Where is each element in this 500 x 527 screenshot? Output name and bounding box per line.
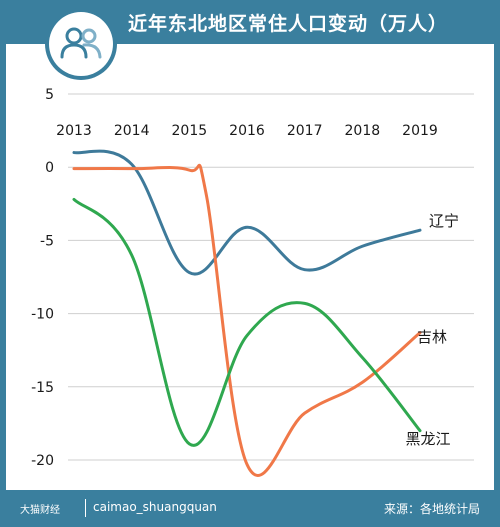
footer-divider bbox=[85, 499, 86, 517]
chart-panel bbox=[6, 44, 494, 490]
brand-logo: 大猫财经 bbox=[20, 505, 60, 516]
series-label: 吉林 bbox=[417, 328, 447, 346]
header-bar: 近年东北地区常住人口变动（万人） bbox=[0, 0, 500, 44]
x-tick-label: 2016 bbox=[229, 123, 265, 139]
y-tick-label: 0 bbox=[45, 160, 54, 176]
y-tick-label: -20 bbox=[31, 453, 54, 469]
account-handle: caimao_shuangquan bbox=[93, 500, 217, 514]
y-tick-label: -5 bbox=[40, 233, 54, 249]
x-tick-label: 2017 bbox=[287, 123, 323, 139]
footer-bar: 大猫财经 caimao_shuangquan 来源：各地统计局 bbox=[0, 490, 500, 527]
jilin-line bbox=[72, 163, 422, 477]
series-label: 黑龙江 bbox=[405, 430, 450, 448]
people-icon bbox=[45, 8, 117, 80]
x-tick-label: 2018 bbox=[345, 123, 381, 139]
heilongjiang-line bbox=[72, 197, 422, 447]
series-label: 辽宁 bbox=[429, 212, 459, 230]
source-note: 来源：各地统计局 bbox=[383, 502, 480, 516]
x-tick-label: 2015 bbox=[172, 123, 208, 139]
y-tick-label: 5 bbox=[45, 87, 54, 103]
chart-title: 近年东北地区常住人口变动（万人） bbox=[128, 13, 449, 35]
x-tick-label: 2013 bbox=[56, 123, 92, 139]
y-tick-label: -15 bbox=[31, 380, 54, 396]
x-tick-label: 2019 bbox=[402, 123, 438, 139]
liaoning-line bbox=[72, 149, 422, 276]
x-tick-label: 2014 bbox=[114, 123, 150, 139]
y-tick-label: -10 bbox=[31, 307, 54, 323]
